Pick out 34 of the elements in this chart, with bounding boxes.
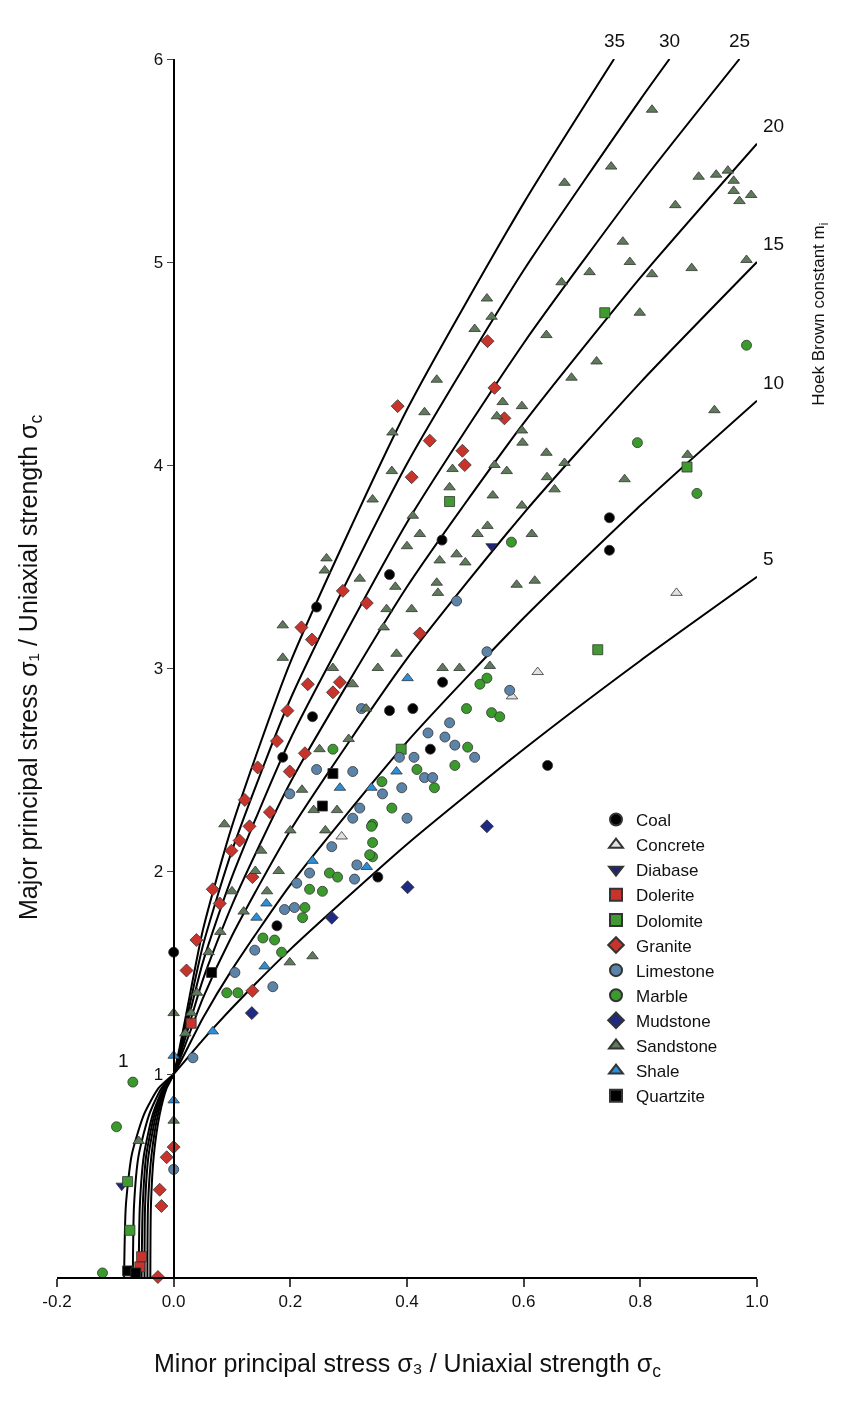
annotation: 10 xyxy=(763,372,785,393)
legend-label: Concrete xyxy=(636,836,705,856)
annotation: 30 xyxy=(659,30,681,51)
x-tick-label: -0.2 xyxy=(42,1292,72,1312)
legend-label: Limestone xyxy=(636,961,715,981)
x-tick-label: 0.2 xyxy=(278,1292,303,1312)
x-tick-label: 0.4 xyxy=(395,1292,419,1312)
annotation: 1 xyxy=(118,1050,129,1071)
annotation: 15 xyxy=(763,233,785,254)
legend-label: Diabase xyxy=(636,861,699,881)
legend-label: Quartzite xyxy=(636,1087,705,1107)
annotation: 20 xyxy=(763,115,785,136)
legend-label: Marble xyxy=(636,986,688,1006)
legend-label: Sandstone xyxy=(636,1037,718,1057)
y-tick-label: 2 xyxy=(153,861,164,881)
y-tick-label: 4 xyxy=(153,455,164,475)
y-tick-label: 1 xyxy=(153,1064,164,1084)
legend-label: Granite xyxy=(636,936,692,956)
legend-label: Dolomite xyxy=(636,911,704,931)
x-tick-label: 0.6 xyxy=(511,1292,536,1312)
y-tick-label: 6 xyxy=(153,49,164,69)
legend-label: Coal xyxy=(636,811,671,831)
x-tick-label: 1.0 xyxy=(745,1292,769,1312)
x-tick-label: 0.8 xyxy=(628,1292,653,1312)
legend-label: Shale xyxy=(636,1062,680,1082)
y-tick-label: 5 xyxy=(153,252,164,272)
x-axis-title: Minor principal stress σ₃ / Uniaxial strength σ$_{c}$ xyxy=(154,1349,662,1382)
annotation: 5 xyxy=(763,548,774,569)
annotation: 25 xyxy=(729,30,751,51)
x-tick-label: 0.0 xyxy=(161,1292,186,1312)
annotation: 35 xyxy=(604,30,626,51)
legend-label: Dolerite xyxy=(636,886,695,906)
y-tick-label: 3 xyxy=(153,658,164,678)
legend-label: Mudstone xyxy=(636,1011,711,1031)
